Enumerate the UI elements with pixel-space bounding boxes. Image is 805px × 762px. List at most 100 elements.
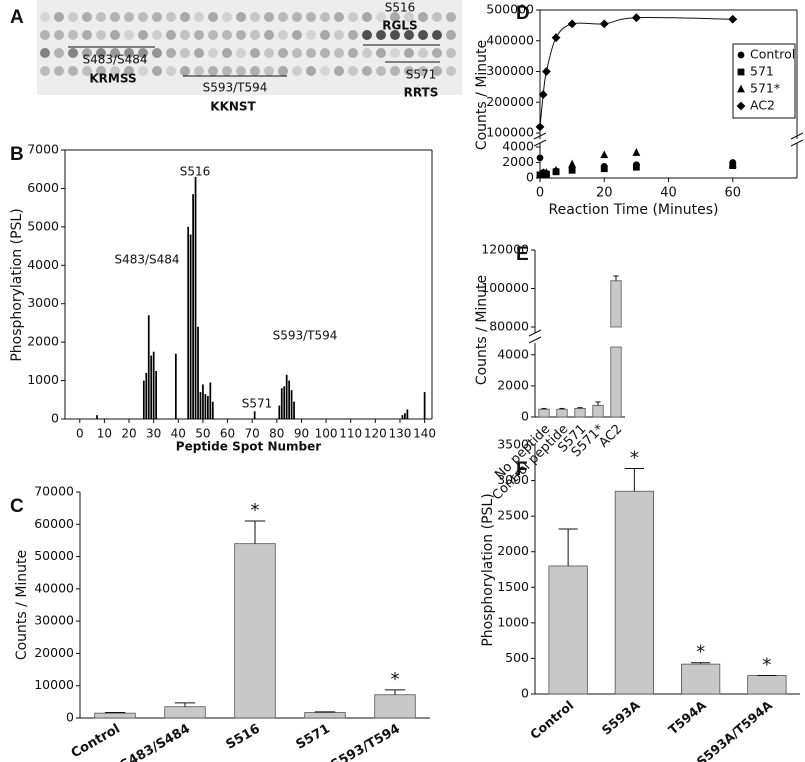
blot-spot: [320, 12, 330, 22]
legend-label: 571*: [750, 81, 780, 96]
blot-spot: [166, 66, 176, 76]
y-tick-label: 0: [521, 409, 529, 424]
blot-spot: [292, 66, 302, 76]
blot-spot: [96, 30, 106, 40]
x-tick-label: 40: [171, 427, 186, 441]
y-tick-label: 7000: [27, 142, 59, 157]
blot-spot: [54, 30, 64, 40]
bar: [556, 408, 568, 418]
marker: [632, 148, 641, 156]
axis-break: [790, 132, 804, 140]
blot-spot: [292, 30, 302, 40]
panel-letter: C: [10, 496, 24, 517]
panel-letter: B: [10, 144, 24, 165]
legend-marker: [737, 68, 745, 76]
blot-spot: [138, 66, 148, 76]
y-tick-label: 1000: [27, 372, 59, 387]
y-tick-label: 3500: [497, 437, 529, 452]
blot-spot: [236, 66, 246, 76]
y-tick-label: 100000: [486, 125, 534, 140]
marker: [567, 19, 577, 29]
blot-spot: [432, 12, 442, 22]
blot-spot: [110, 48, 120, 58]
bar: [423, 392, 426, 419]
blot-spot: [334, 12, 344, 22]
blot-label: S483/S484: [82, 53, 147, 67]
bar: [278, 405, 281, 419]
bar: [202, 384, 204, 419]
x-tick-label: 140: [413, 427, 436, 441]
y-tick-label: 0: [521, 686, 529, 701]
y-tick-label: 300000: [486, 63, 534, 78]
blot-spot: [236, 12, 246, 22]
blot-spot: [208, 66, 218, 76]
blot-spot: [320, 66, 330, 76]
blot-spot: [404, 12, 414, 22]
legend-marker: [736, 101, 746, 111]
blot-spot: [362, 48, 372, 58]
blot-spot: [166, 30, 176, 40]
y-tick-label: 2000: [497, 377, 529, 392]
bar: [374, 694, 416, 719]
blot-spot: [82, 66, 92, 76]
x-tick-label: 70: [245, 427, 260, 441]
axis-break: [790, 139, 804, 147]
annotation: S593/T594: [273, 329, 338, 343]
y-tick-label: 500000: [486, 2, 534, 17]
x-tick-label: S593/T594: [328, 722, 402, 762]
bar: [174, 353, 177, 419]
blot-label: KRMSS: [89, 72, 136, 86]
blot-spot: [96, 48, 106, 58]
marker: [552, 165, 560, 174]
x-tick-label: 60: [220, 427, 235, 441]
x-axis-label: Peptide Spot Number: [176, 440, 321, 454]
blot-spot: [348, 66, 358, 76]
x-tick-label: 0: [76, 427, 84, 441]
blot-spot: [124, 66, 134, 76]
bar: [280, 388, 283, 419]
significance-mark: *: [762, 655, 771, 676]
x-tick-label: S516: [224, 722, 263, 753]
y-tick-label: 50000: [34, 548, 74, 563]
x-axis-label: Reaction Time (Minutes): [548, 202, 718, 218]
axis-break: [533, 139, 547, 147]
blot-spot: [348, 48, 358, 58]
bar: [194, 176, 197, 419]
blot-spot: [138, 30, 148, 40]
y-tick-label: 80000: [489, 319, 529, 334]
bar: [234, 543, 276, 719]
blot-spot: [194, 48, 204, 58]
annotation: S483/S484: [114, 253, 179, 267]
blot-spot: [208, 30, 218, 40]
bar: [610, 346, 622, 418]
y-tick-label: 3000: [27, 295, 59, 310]
legend-marker: [737, 51, 745, 59]
blot-spot: [208, 48, 218, 58]
axis-break: [528, 336, 542, 344]
bar: [293, 401, 295, 419]
bar: [164, 706, 206, 719]
x-tick-label: 30: [146, 427, 161, 441]
blot-spot: [404, 30, 414, 40]
blot-spots: [40, 12, 456, 76]
legend-marker: [737, 84, 745, 93]
x-tick-label: 20: [596, 186, 613, 201]
blot-spot: [222, 12, 232, 22]
blot-label: S516: [385, 1, 416, 15]
x-tick-label: Control: [527, 697, 576, 742]
blot-spot: [208, 12, 218, 22]
blot-spot: [376, 30, 386, 40]
blot-spot: [334, 30, 344, 40]
blot-spot: [54, 66, 64, 76]
x-tick-label: 60: [724, 186, 741, 201]
y-tick-label: 2500: [497, 508, 529, 523]
blot-spot: [250, 66, 260, 76]
blot-spot: [110, 66, 120, 76]
blot-spot: [418, 48, 428, 58]
bar: [610, 280, 622, 328]
y-tick-label: 500: [505, 650, 529, 665]
blot-spot: [418, 30, 428, 40]
blot-spot: [124, 30, 134, 40]
y-tick-label: 4000: [497, 346, 529, 361]
blot-spot: [432, 66, 442, 76]
